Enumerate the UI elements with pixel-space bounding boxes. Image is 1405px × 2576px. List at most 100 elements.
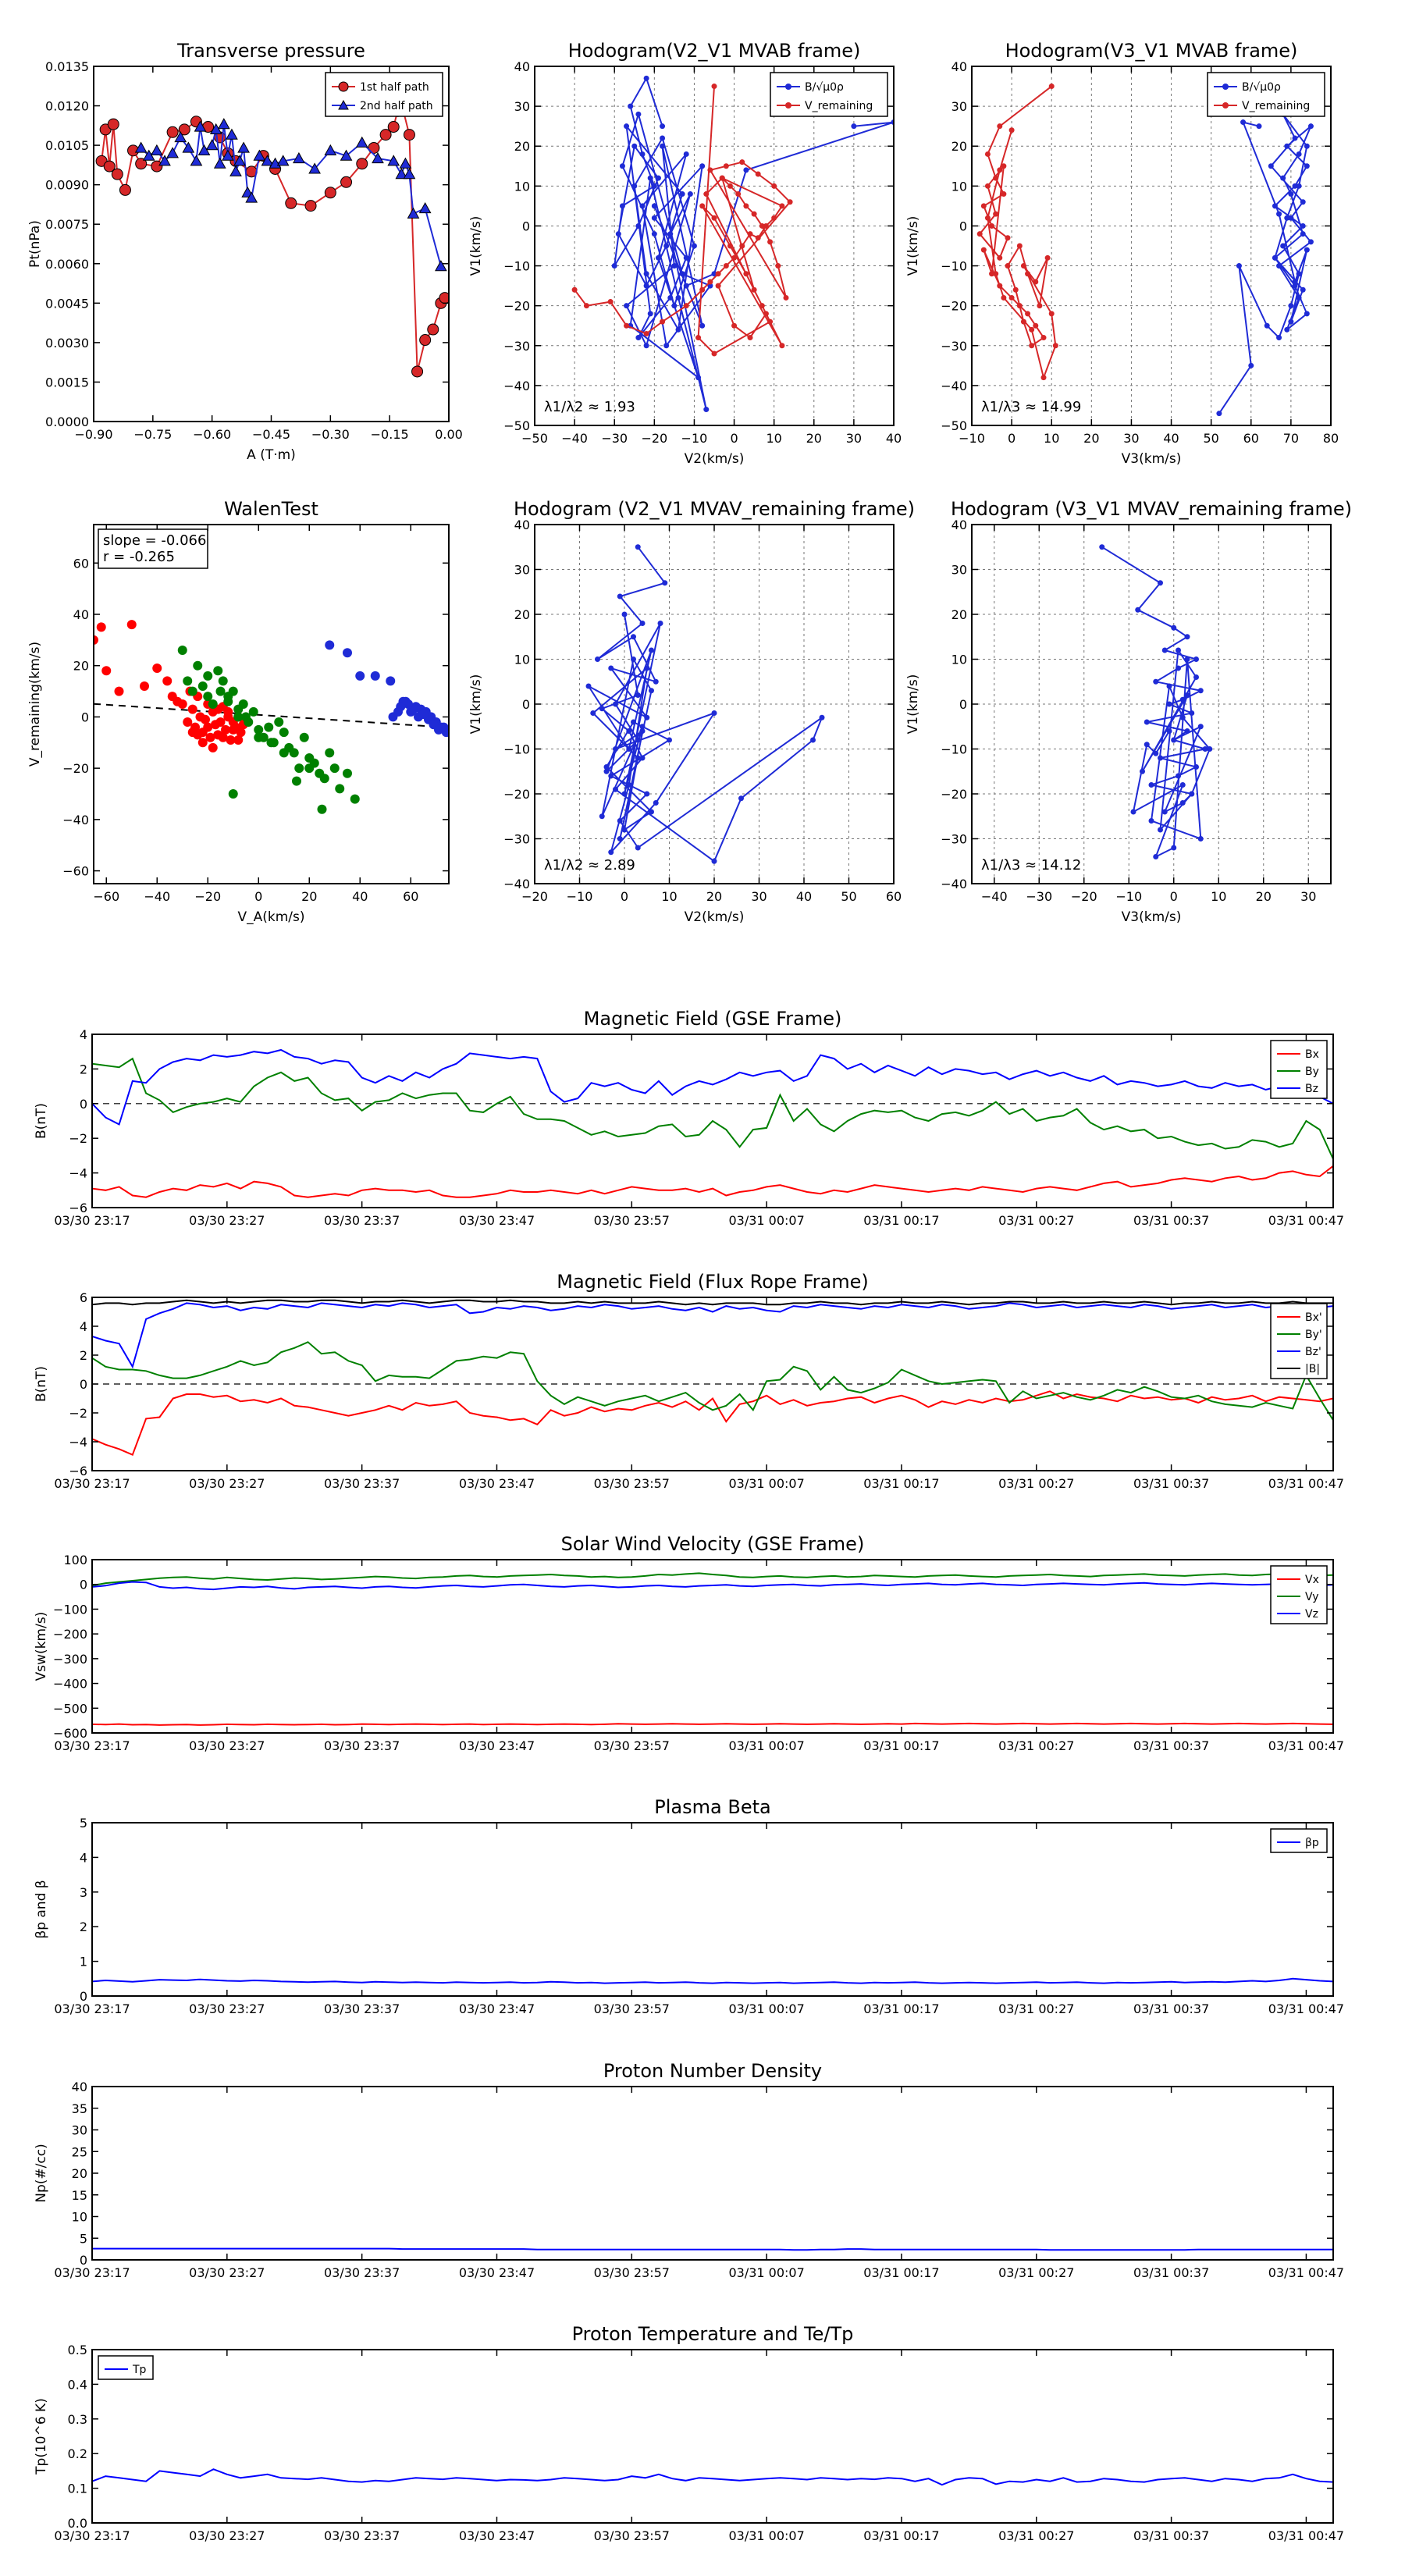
data-point — [739, 243, 745, 249]
y-tick-label: 0.0030 — [45, 336, 89, 350]
x-axis-label: V_A(km/s) — [237, 909, 304, 925]
data-point — [218, 676, 228, 686]
ticks: 0 1 2 3 4 5 03/30 23:17 03/30 23:27 03/30 23:37 0… — [54, 1816, 1344, 2016]
data-point — [221, 724, 230, 735]
data-point — [1197, 836, 1204, 841]
data-point — [253, 149, 266, 161]
data-point — [387, 121, 400, 133]
x-tick-label: −20 — [641, 431, 667, 446]
data-point — [635, 845, 641, 851]
x-tick-label: 03/30 23:47 — [459, 1476, 535, 1491]
data-point — [236, 728, 246, 738]
y-tick-label: 20 — [514, 607, 530, 622]
chart-title: Solar Wind Velocity (GSE Frame) — [561, 1533, 865, 1555]
x-tick-label: 03/30 23:47 — [459, 1213, 535, 1228]
data-point — [997, 283, 1003, 289]
legend-frame — [98, 2355, 154, 2380]
data-point — [193, 730, 203, 740]
x-tick-label: 03/31 00:47 — [1268, 2001, 1344, 2016]
data-point — [1179, 696, 1186, 703]
series-line — [92, 1048, 1333, 1126]
annotation: λ1/λ2 ≈ 1.93 — [544, 399, 635, 415]
legend-label: Bx' — [1305, 1311, 1322, 1324]
data-point — [94, 635, 98, 645]
data-point — [993, 211, 999, 217]
y-tick-label: 40 — [72, 2080, 87, 2094]
data-point — [621, 611, 628, 617]
data-point — [1025, 311, 1031, 317]
data-point — [1099, 544, 1105, 550]
legend-marker — [785, 84, 791, 90]
y-tick-label: −40 — [503, 877, 530, 891]
x-tick-label: 03/30 23:47 — [459, 2528, 535, 2543]
x-tick-label: 03/30 23:37 — [324, 2265, 400, 2280]
data-point — [158, 155, 171, 166]
legend-label: 1st half path — [360, 81, 429, 94]
series-2 — [92, 1581, 1333, 1591]
x-tick-label: 03/31 00:17 — [863, 1476, 939, 1491]
ticks: 0.0 0.1 0.2 0.3 0.4 0.5 03/30 23:17 03/30 23:27… — [54, 2343, 1344, 2543]
data-point — [126, 620, 137, 630]
x-axis-label: V3(km/s) — [1122, 451, 1182, 467]
data-point — [743, 167, 749, 173]
data-point — [1304, 143, 1310, 149]
series-line — [92, 1390, 1333, 1457]
data-point — [1300, 231, 1306, 237]
x-tick-label: 20 — [706, 889, 722, 904]
data-point — [679, 191, 685, 197]
data-point — [1176, 773, 1181, 779]
data-point — [993, 175, 999, 181]
plot-area — [92, 1977, 1333, 1984]
data-point — [980, 247, 987, 253]
data-point — [1166, 728, 1172, 734]
x-tick-label: 50 — [841, 889, 856, 904]
data-point — [208, 742, 218, 753]
x-tick-label: 03/31 00:27 — [998, 1213, 1074, 1228]
chart-4: Hodogram (V2_V1 MVAV_remaining frame)−40… — [468, 498, 915, 925]
legend-marker — [338, 81, 349, 92]
data-point — [399, 157, 412, 169]
x-tick-label: −30 — [1026, 889, 1052, 904]
y-tick-label: 4 — [80, 1027, 87, 1042]
y-tick-label: −30 — [503, 339, 530, 354]
data-point — [699, 203, 706, 209]
data-point — [651, 231, 657, 237]
y-tick-label: −2 — [69, 1406, 87, 1421]
data-point — [619, 163, 625, 169]
data-point — [119, 183, 131, 196]
data-point — [1020, 318, 1026, 325]
x-tick-label: −50 — [521, 431, 548, 446]
y-tick-label: 0.0000 — [45, 415, 89, 429]
data-point — [619, 203, 625, 209]
data-point — [1292, 279, 1298, 285]
x-tick-label: −0.15 — [371, 427, 409, 442]
series-line — [614, 76, 894, 410]
chart-10: Proton Number Density 0 5 10 15 20 25 30 35 40 03/… — [34, 2060, 1344, 2280]
data-point — [743, 203, 749, 209]
chart-6: Magnetic Field (GSE Frame) −6 −4 −2 0 2 4 03/30… — [34, 1008, 1344, 1228]
series-0 — [92, 1165, 1333, 1198]
data-point — [1292, 183, 1298, 189]
data-point — [651, 203, 657, 209]
x-tick-label: 03/30 23:37 — [324, 1213, 400, 1228]
x-tick-label: 03/31 00:37 — [1133, 1738, 1209, 1753]
data-point — [635, 111, 642, 117]
data-point — [683, 254, 689, 261]
data-point — [1148, 782, 1154, 788]
data-point — [1040, 375, 1047, 381]
data-point — [1005, 263, 1011, 269]
data-point — [1207, 746, 1213, 752]
data-point — [711, 350, 717, 357]
data-point — [675, 294, 681, 301]
series-line — [92, 1165, 1333, 1198]
data-point — [226, 735, 236, 745]
data-point — [1005, 235, 1011, 241]
gridlines — [971, 66, 1332, 426]
data-point — [1029, 343, 1035, 349]
data-point — [615, 231, 621, 237]
data-point — [1179, 800, 1186, 806]
data-point — [611, 263, 617, 269]
data-point — [649, 688, 654, 694]
data-point — [1184, 728, 1190, 734]
data-point — [1288, 215, 1294, 221]
